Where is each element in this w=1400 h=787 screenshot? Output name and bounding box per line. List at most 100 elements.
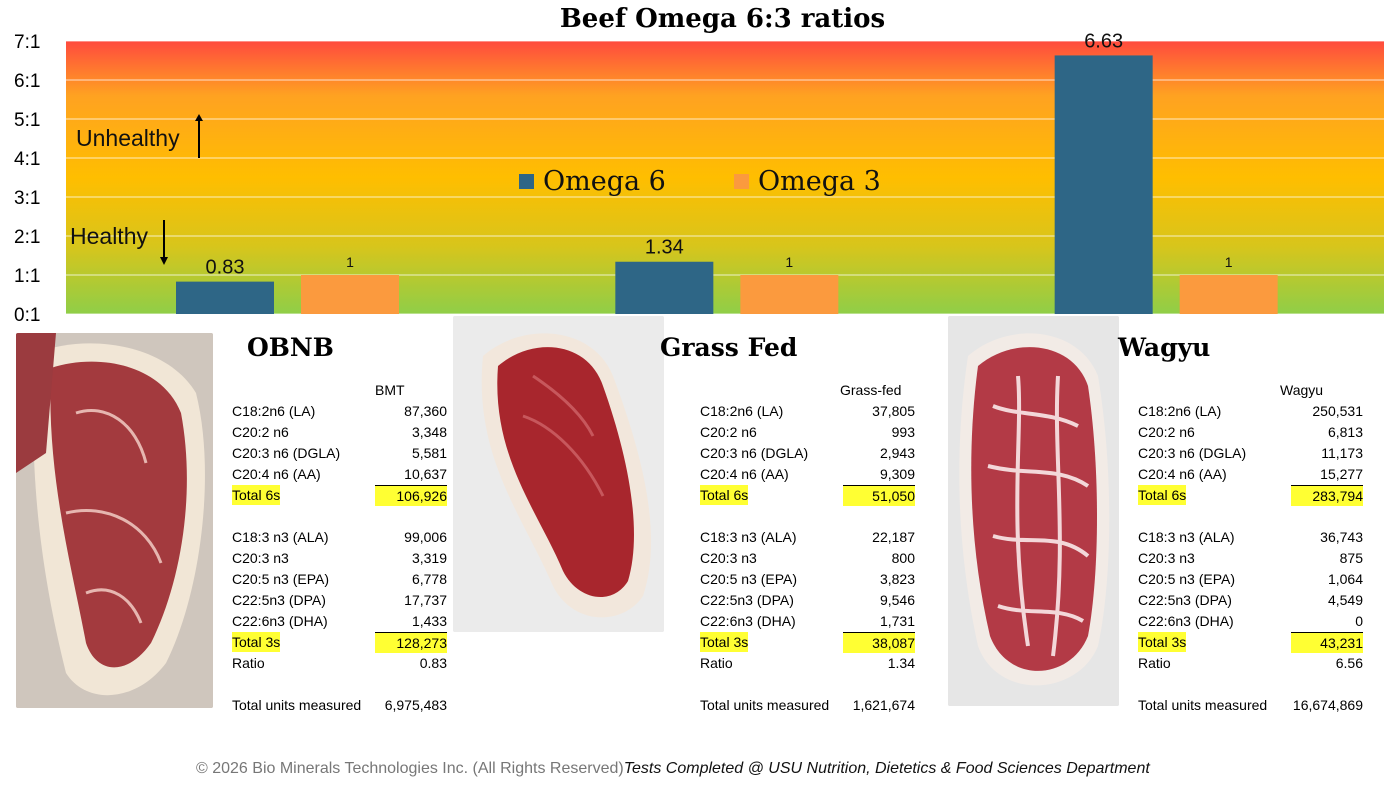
row-label: C20:3 n3 xyxy=(232,550,289,566)
row-label: Total 3s xyxy=(1138,632,1187,652)
row-label: C18:3 n3 (ALA) xyxy=(1138,529,1235,545)
table-row: C18:3 n3 (ALA) 36,743 xyxy=(1138,527,1363,547)
data-label: 1 xyxy=(346,254,354,270)
row-label: C20:2 n6 xyxy=(232,424,289,440)
table-row: C20:2 n6 3,348 xyxy=(232,422,447,442)
copyright-text: © 2026 Bio Minerals Technologies Inc. (A… xyxy=(196,760,624,777)
omega-ratio-chart: 0:1 1:1 2:1 3:1 4:1 5:1 6:1 7:1 0.83 1 1.34 1 6.63 1 xyxy=(14,30,1384,326)
row-label: C20:3 n3 xyxy=(700,550,757,566)
total-units-value: 6,975,483 xyxy=(384,697,447,713)
row-value: 800 xyxy=(891,550,915,566)
row-label: C22:5n3 (DPA) xyxy=(700,592,794,608)
row-value: 37,805 xyxy=(872,403,915,419)
row-value: 0 xyxy=(1355,613,1363,629)
row-value: 875 xyxy=(1339,550,1363,566)
row-label: C20:5 n3 (EPA) xyxy=(232,571,330,587)
row-value: 1,731 xyxy=(879,613,915,629)
table-row: C20:2 n6 993 xyxy=(700,422,915,442)
row-label: C18:2n6 (LA) xyxy=(232,403,316,419)
total-units-label: Total units measured xyxy=(1138,697,1268,713)
unhealthy-annotation: Unhealthy xyxy=(76,125,180,151)
row-label: C20:4 n6 (AA) xyxy=(1138,466,1227,482)
row-label: Total 6s xyxy=(232,485,281,505)
y-tick-label: 6:1 xyxy=(14,71,40,92)
row-label: Total 6s xyxy=(700,485,749,505)
row-label: Total 6s xyxy=(1138,485,1187,505)
table-row: C22:6n3 (DHA) 0 xyxy=(1138,611,1363,631)
row-value: 3,823 xyxy=(879,571,915,587)
row-label: Total 3s xyxy=(700,632,749,652)
y-tick-label: 2:1 xyxy=(14,227,40,248)
row-value: 99,006 xyxy=(404,529,447,545)
row-value: 1.34 xyxy=(887,655,915,671)
section-title-obnb: OBNB xyxy=(247,333,334,362)
row-label: C22:5n3 (DPA) xyxy=(232,592,326,608)
column-header: Wagyu xyxy=(1280,382,1324,398)
legend-omega3-label: Omega 3 xyxy=(758,166,881,197)
data-label: 6.63 xyxy=(1084,30,1123,52)
table-row: Ratio 6.56 xyxy=(1138,653,1363,673)
row-value: 106,926 xyxy=(375,485,447,506)
omega6-swatch xyxy=(519,174,534,189)
table-row: C18:2n6 (LA) 250,531 xyxy=(1138,401,1363,421)
total-units-value: 1,621,674 xyxy=(852,697,915,713)
row-value: 5,581 xyxy=(411,445,447,461)
table-row: Total 6s 283,794 xyxy=(1138,485,1363,506)
row-value: 2,943 xyxy=(879,445,915,461)
chart-title: Beef Omega 6:3 ratios xyxy=(559,4,886,34)
healthy-annotation: Healthy xyxy=(70,223,148,249)
row-label: C18:3 n3 (ALA) xyxy=(232,529,329,545)
data-label: 0.83 xyxy=(206,257,245,279)
table-row: Total 3s 38,087 xyxy=(700,632,915,653)
row-label: C22:6n3 (DHA) xyxy=(232,613,328,629)
total-units-value: 16,674,869 xyxy=(1292,697,1363,713)
row-label: C20:5 n3 (EPA) xyxy=(700,571,798,587)
legend-omega3: Omega 3 xyxy=(734,166,881,197)
row-label: C22:6n3 (DHA) xyxy=(700,613,796,629)
legend-omega6-label: Omega 6 xyxy=(543,166,666,197)
bar-wagyu-omega-3 xyxy=(1179,275,1278,314)
section-title-grass-fed: Grass Fed xyxy=(660,333,798,362)
data-label: 1 xyxy=(1225,254,1233,270)
table-row: C18:3 n3 (ALA) 22,187 xyxy=(700,527,915,547)
row-value: 250,531 xyxy=(1312,403,1363,419)
row-label: C22:6n3 (DHA) xyxy=(1138,613,1234,629)
row-value: 17,737 xyxy=(404,592,447,608)
omega3-swatch xyxy=(734,174,749,189)
row-value: 993 xyxy=(891,424,915,440)
column-header: BMT xyxy=(375,382,405,398)
row-label: C20:3 n6 (DGLA) xyxy=(1138,445,1247,461)
y-tick-label: 4:1 xyxy=(14,149,40,170)
row-value: 43,231 xyxy=(1291,632,1363,653)
row-label: C20:2 n6 xyxy=(700,424,757,440)
row-value: 1,433 xyxy=(411,613,447,629)
data-label: 1.34 xyxy=(645,237,684,259)
table-row: C22:6n3 (DHA) 1,731 xyxy=(700,611,915,631)
row-label: C20:3 n6 (DGLA) xyxy=(700,445,809,461)
total-units-label: Total units measured xyxy=(700,697,830,713)
legend-omega6: Omega 6 xyxy=(519,166,666,197)
wagyu-steak-photo xyxy=(948,316,1119,706)
row-label: C18:2n6 (LA) xyxy=(700,403,784,419)
table-row: C18:2n6 (LA) 87,360 xyxy=(232,401,447,421)
table-row: C20:4 n6 (AA) 15,277 xyxy=(1138,464,1363,484)
row-value: 6,813 xyxy=(1327,424,1363,440)
table-row: C18:2n6 (LA) 37,805 xyxy=(700,401,915,421)
total-units-row: Total units measured 6,975,483 xyxy=(232,695,447,715)
row-value: 6,778 xyxy=(411,571,447,587)
row-value: 11,173 xyxy=(1321,445,1363,461)
y-tick-label: 5:1 xyxy=(14,110,40,131)
chart-plot-background xyxy=(66,41,1384,314)
table-row: Total 6s 51,050 xyxy=(700,485,915,506)
table-row: C20:5 n3 (EPA) 1,064 xyxy=(1138,569,1363,589)
row-label: C20:4 n6 (AA) xyxy=(700,466,789,482)
row-value: 51,050 xyxy=(843,485,915,506)
table-row: C20:5 n3 (EPA) 3,823 xyxy=(700,569,915,589)
row-label: C20:2 n6 xyxy=(1138,424,1195,440)
row-label: Ratio xyxy=(232,655,265,671)
row-value: 22,187 xyxy=(872,529,915,545)
table-row: C20:4 n6 (AA) 9,309 xyxy=(700,464,915,484)
table-row: Total 3s 43,231 xyxy=(1138,632,1363,653)
total-units-row: Total units measured 16,674,869 xyxy=(1138,695,1363,715)
y-tick-label: 3:1 xyxy=(14,188,40,209)
